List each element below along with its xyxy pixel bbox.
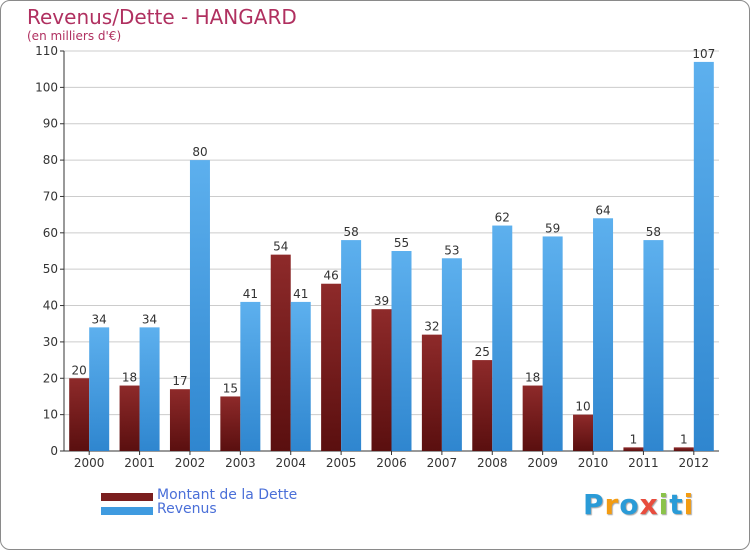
- x-tick-label-2006: 2006: [376, 456, 407, 470]
- x-tick-label-2003: 2003: [225, 456, 256, 470]
- chart-title: Revenus/Dette - HANGARD: [27, 5, 297, 29]
- y-tick-label: 90: [43, 117, 58, 131]
- y-tick-label: 80: [43, 153, 58, 167]
- y-tick-label: 10: [43, 408, 58, 422]
- data-label-revenus-2001: 34: [142, 312, 157, 326]
- data-label-dette-2009: 18: [525, 371, 540, 385]
- y-tick-label: 110: [35, 44, 58, 58]
- y-tick-label: 40: [43, 299, 58, 313]
- bar-dette-2009: [522, 385, 543, 451]
- x-tick-label-2002: 2002: [175, 456, 206, 470]
- bar-dette-2008: [472, 360, 493, 451]
- data-label-dette-2000: 20: [72, 363, 87, 377]
- logo-letter: r: [604, 488, 620, 521]
- proxiti-logo: Proxiti: [583, 488, 694, 521]
- y-tick-label: 70: [43, 189, 58, 203]
- bar-revenus-2005: [341, 240, 362, 451]
- bar-dette-2001: [119, 385, 140, 451]
- bar-dette-2004: [270, 254, 291, 451]
- bar-revenus-2003: [240, 301, 261, 451]
- data-label-revenus-2003: 41: [243, 287, 258, 301]
- bar-revenus-2000: [89, 327, 110, 451]
- bar-revenus-2006: [391, 251, 412, 451]
- chart-subtitle: (en milliers d'€): [27, 29, 122, 43]
- legend-label-dette: Montant de la Dette: [157, 487, 298, 503]
- data-label-dette-2007: 32: [424, 320, 439, 334]
- data-label-dette-2006: 39: [374, 294, 389, 308]
- logo-letter: o: [619, 488, 640, 521]
- bar-revenus-2004: [290, 301, 311, 451]
- x-tick-label-2001: 2001: [124, 456, 155, 470]
- bar-revenus-2009: [542, 236, 563, 451]
- y-tick-label: 30: [43, 335, 58, 349]
- data-label-dette-2004: 54: [273, 240, 288, 254]
- logo-letter: P: [583, 488, 605, 521]
- bar-dette-2003: [220, 396, 241, 451]
- bar-dette-2002: [169, 389, 190, 451]
- y-tick-label: 20: [43, 371, 58, 385]
- data-label-dette-2002: 17: [172, 374, 187, 388]
- x-tick-label-2005: 2005: [326, 456, 357, 470]
- x-tick-label-2009: 2009: [527, 456, 558, 470]
- bar-dette-2007: [421, 334, 442, 451]
- data-label-revenus-2012: 107: [692, 47, 715, 61]
- x-tick-label-2004: 2004: [275, 456, 306, 470]
- data-label-revenus-2009: 59: [545, 221, 560, 235]
- x-tick-label-2011: 2011: [628, 456, 659, 470]
- bar-revenus-2008: [492, 225, 513, 451]
- data-label-revenus-2011: 58: [646, 225, 661, 239]
- logo-letter: t: [669, 488, 684, 521]
- legend-swatch-revenus: [101, 507, 153, 515]
- bar-revenus-2011: [643, 240, 664, 451]
- data-label-revenus-2000: 34: [92, 312, 107, 326]
- bar-revenus-2001: [139, 327, 160, 451]
- legend-swatch-dette: [101, 493, 153, 501]
- bar-dette-2010: [573, 414, 594, 451]
- data-label-dette-2011: 1: [630, 432, 638, 446]
- x-tick-label-2008: 2008: [477, 456, 508, 470]
- y-tick-label: 0: [50, 444, 58, 458]
- bar-dette-2000: [69, 378, 90, 451]
- bar-revenus-2007: [441, 258, 462, 451]
- bar-dette-2012: [673, 447, 694, 451]
- logo-letter: i: [658, 488, 670, 521]
- bar-dette-2006: [371, 309, 392, 451]
- bar-revenus-2010: [593, 218, 614, 451]
- data-label-dette-2003: 15: [223, 381, 238, 395]
- data-label-revenus-2007: 53: [444, 243, 459, 257]
- data-label-revenus-2006: 55: [394, 236, 409, 250]
- logo-letter: i: [683, 488, 695, 521]
- logo-letter: x: [639, 488, 659, 521]
- bar-revenus-2002: [189, 160, 210, 451]
- data-label-dette-2001: 18: [122, 371, 137, 385]
- data-label-revenus-2004: 41: [293, 287, 308, 301]
- x-tick-label-2000: 2000: [74, 456, 105, 470]
- data-label-dette-2010: 10: [575, 400, 590, 414]
- data-label-dette-2005: 46: [323, 269, 338, 283]
- bar-dette-2011: [623, 447, 644, 451]
- data-label-revenus-2002: 80: [192, 145, 207, 159]
- y-tick-label: 60: [43, 226, 58, 240]
- x-tick-label-2010: 2010: [578, 456, 609, 470]
- data-label-dette-2008: 25: [475, 345, 490, 359]
- x-tick-label-2007: 2007: [427, 456, 458, 470]
- data-label-revenus-2008: 62: [495, 211, 510, 225]
- data-label-revenus-2005: 58: [343, 225, 358, 239]
- x-tick-label-2012: 2012: [679, 456, 710, 470]
- y-tick-label: 100: [35, 80, 58, 94]
- data-label-dette-2012: 1: [680, 432, 688, 446]
- y-tick-label: 50: [43, 262, 58, 276]
- bar-dette-2005: [321, 283, 342, 451]
- legend-label-revenus: Revenus: [157, 501, 217, 517]
- data-label-revenus-2010: 64: [595, 203, 610, 217]
- bar-revenus-2012: [693, 61, 714, 452]
